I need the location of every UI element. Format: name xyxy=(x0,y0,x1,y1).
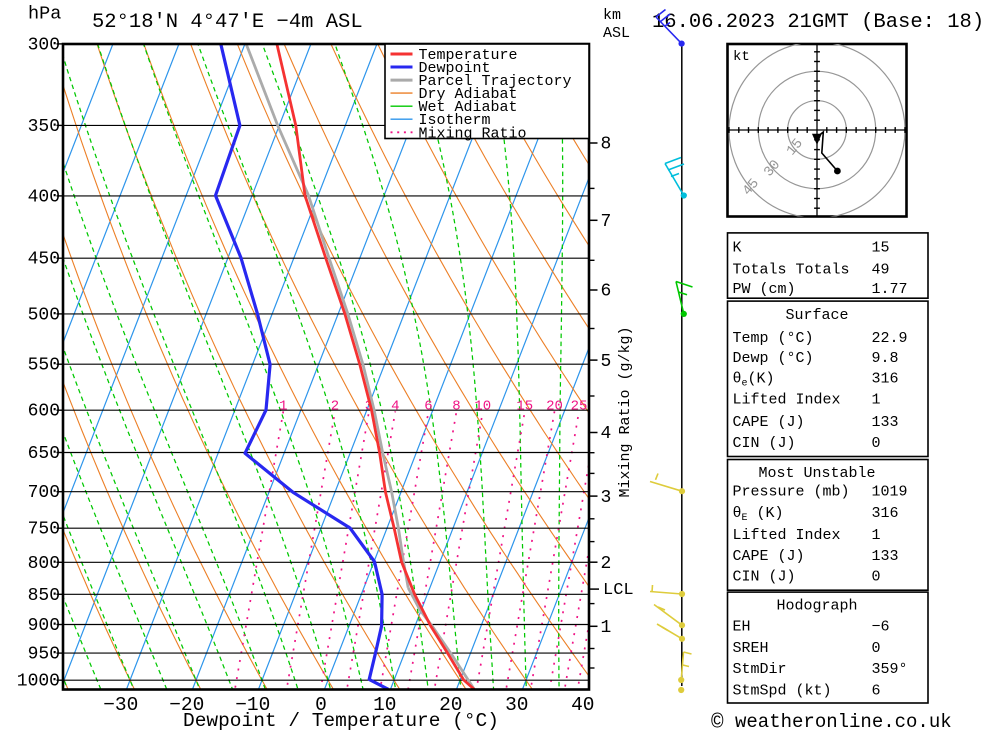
svg-text:25: 25 xyxy=(571,399,588,415)
svg-text:Temp (°C): Temp (°C) xyxy=(733,330,814,347)
svg-text:49: 49 xyxy=(872,262,890,279)
svg-text:6: 6 xyxy=(424,399,432,415)
svg-text:Parcel Trajectory: Parcel Trajectory xyxy=(419,73,572,90)
svg-text:0: 0 xyxy=(315,694,327,716)
svg-text:−30: −30 xyxy=(103,694,138,716)
svg-text:−10: −10 xyxy=(235,694,270,716)
svg-text:Mixing Ratio: Mixing Ratio xyxy=(419,125,527,142)
svg-text:9.8: 9.8 xyxy=(872,350,899,367)
svg-text:6: 6 xyxy=(601,282,612,302)
svg-text:22.9: 22.9 xyxy=(872,330,908,347)
svg-text:CIN (J): CIN (J) xyxy=(733,569,796,586)
svg-text:1: 1 xyxy=(872,527,881,544)
svg-text:km: km xyxy=(603,7,621,24)
svg-text:133: 133 xyxy=(872,414,899,431)
svg-text:20: 20 xyxy=(439,694,462,716)
svg-text:LCL: LCL xyxy=(603,581,634,600)
svg-text:K: K xyxy=(733,240,742,257)
svg-text:2: 2 xyxy=(601,554,612,574)
svg-text:θe(K): θe(K) xyxy=(733,370,775,389)
svg-text:Dewpoint: Dewpoint xyxy=(419,60,491,77)
svg-text:6: 6 xyxy=(872,683,881,700)
svg-text:Isotherm: Isotherm xyxy=(419,112,491,129)
svg-text:hPa: hPa xyxy=(28,4,61,25)
svg-text:0: 0 xyxy=(872,640,881,657)
svg-text:750: 750 xyxy=(28,520,60,540)
svg-text:350: 350 xyxy=(28,117,60,137)
svg-text:316: 316 xyxy=(872,505,899,522)
svg-text:Dewp (°C): Dewp (°C) xyxy=(733,350,814,367)
svg-text:359°: 359° xyxy=(872,661,908,678)
svg-text:450: 450 xyxy=(28,250,60,270)
svg-text:5: 5 xyxy=(601,352,612,372)
svg-text:52°18'N 4°47'E −4m ASL: 52°18'N 4°47'E −4m ASL xyxy=(92,11,363,34)
svg-text:1: 1 xyxy=(279,399,287,415)
svg-text:1.77: 1.77 xyxy=(872,281,908,298)
svg-text:Surface: Surface xyxy=(785,307,848,324)
svg-text:θE (K): θE (K) xyxy=(733,505,784,524)
svg-text:316: 316 xyxy=(872,370,899,387)
svg-text:20: 20 xyxy=(546,399,563,415)
svg-text:40: 40 xyxy=(571,694,594,716)
svg-text:400: 400 xyxy=(28,187,60,207)
svg-text:800: 800 xyxy=(28,554,60,574)
svg-text:15: 15 xyxy=(872,240,890,257)
svg-text:0: 0 xyxy=(872,435,881,452)
svg-text:ASL: ASL xyxy=(603,25,630,42)
svg-text:30: 30 xyxy=(505,694,528,716)
svg-text:10: 10 xyxy=(373,694,396,716)
svg-text:Wet Adiabat: Wet Adiabat xyxy=(419,99,518,116)
svg-text:8: 8 xyxy=(601,135,612,155)
svg-text:0: 0 xyxy=(872,569,881,586)
svg-text:CIN (J): CIN (J) xyxy=(733,435,796,452)
svg-text:CAPE (J): CAPE (J) xyxy=(733,548,805,565)
svg-text:900: 900 xyxy=(28,616,60,636)
svg-text:Temperature: Temperature xyxy=(419,47,518,64)
svg-text:133: 133 xyxy=(872,548,899,565)
svg-text:Dry Adiabat: Dry Adiabat xyxy=(419,86,518,103)
svg-text:16.06.2023 21GMT (Base: 18): 16.06.2023 21GMT (Base: 18) xyxy=(652,11,984,34)
svg-text:kt: kt xyxy=(733,49,750,65)
svg-text:−6: −6 xyxy=(872,619,890,636)
svg-text:3: 3 xyxy=(365,399,373,415)
svg-text:Totals Totals: Totals Totals xyxy=(733,262,850,279)
svg-text:weatheronline.co.uk: weatheronline.co.uk xyxy=(735,711,952,733)
svg-text:3: 3 xyxy=(601,488,612,508)
svg-text:Pressure (mb): Pressure (mb) xyxy=(733,484,850,501)
svg-text:600: 600 xyxy=(28,402,60,422)
svg-text:SREH: SREH xyxy=(733,640,769,657)
svg-text:500: 500 xyxy=(28,305,60,325)
svg-text:650: 650 xyxy=(28,444,60,464)
svg-text:©: © xyxy=(711,712,724,733)
svg-text:850: 850 xyxy=(28,586,60,606)
svg-text:1019: 1019 xyxy=(872,484,908,501)
svg-text:Hodograph: Hodograph xyxy=(776,598,857,615)
svg-text:10: 10 xyxy=(474,399,491,415)
svg-text:550: 550 xyxy=(28,356,60,376)
svg-text:700: 700 xyxy=(28,483,60,503)
svg-text:8: 8 xyxy=(452,399,460,415)
svg-text:Most Unstable: Most Unstable xyxy=(758,465,875,482)
svg-text:StmDir: StmDir xyxy=(733,661,787,678)
svg-text:4: 4 xyxy=(601,424,612,444)
svg-text:StmSpd (kt): StmSpd (kt) xyxy=(733,683,832,700)
svg-text:2: 2 xyxy=(331,399,339,415)
svg-text:300: 300 xyxy=(28,35,60,55)
svg-text:1: 1 xyxy=(872,392,881,409)
svg-text:Mixing Ratio (g/kg): Mixing Ratio (g/kg) xyxy=(617,326,634,497)
svg-text:1000: 1000 xyxy=(17,672,60,692)
svg-text:Lifted Index: Lifted Index xyxy=(733,392,841,409)
svg-text:CAPE (J): CAPE (J) xyxy=(733,414,805,431)
svg-text:Lifted Index: Lifted Index xyxy=(733,527,841,544)
svg-text:4: 4 xyxy=(391,399,399,415)
svg-text:−20: −20 xyxy=(169,694,204,716)
svg-text:15: 15 xyxy=(516,399,533,415)
svg-text:950: 950 xyxy=(28,645,60,665)
svg-text:PW (cm): PW (cm) xyxy=(733,281,796,298)
svg-text:Dewpoint / Temperature (°C): Dewpoint / Temperature (°C) xyxy=(183,710,499,732)
svg-text:EH: EH xyxy=(733,619,751,636)
svg-text:1: 1 xyxy=(601,618,612,638)
svg-text:7: 7 xyxy=(601,212,612,232)
